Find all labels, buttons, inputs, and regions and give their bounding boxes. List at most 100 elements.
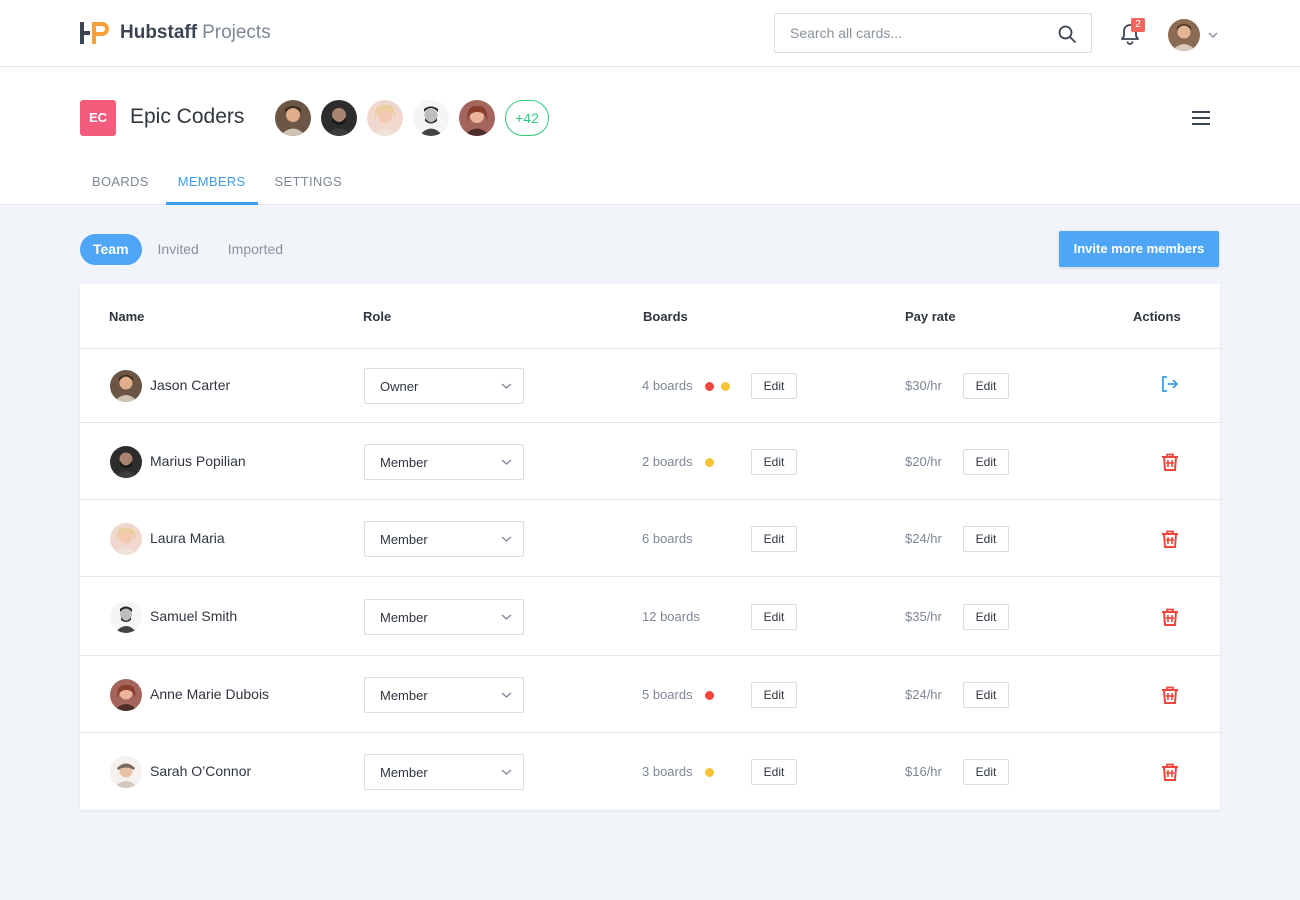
role-select[interactable]: Member	[364, 753, 524, 790]
pay-rate: $24/hr	[905, 530, 942, 546]
trash-icon[interactable]	[1160, 529, 1180, 549]
board-color-dot	[705, 767, 714, 777]
member-avatar	[110, 755, 142, 788]
role-select[interactable]: Member	[364, 520, 524, 557]
chevron-down-icon	[501, 383, 512, 389]
invite-members-button[interactable]: Invite more members	[1059, 231, 1219, 267]
member-avatar	[110, 445, 142, 478]
member-filter-tabs: Team Invited Imported	[80, 234, 299, 265]
member-name: Anne Marie Dubois	[150, 685, 270, 702]
member-avatar[interactable]	[321, 100, 357, 136]
member-avatar	[110, 522, 142, 555]
current-user-avatar	[1168, 19, 1200, 51]
filter-team[interactable]: Team	[80, 234, 142, 265]
search-input[interactable]	[775, 14, 1045, 52]
more-members-count[interactable]: +42	[505, 100, 549, 136]
role-value: Member	[380, 609, 428, 625]
boards-count: 12 boards	[642, 608, 700, 624]
edit-boards-button[interactable]: Edit	[751, 448, 797, 475]
boards-count: 2 boards	[642, 453, 693, 469]
member-name: Laura Maria	[150, 529, 225, 546]
trash-icon[interactable]	[1160, 685, 1180, 705]
chevron-down-icon	[501, 459, 512, 465]
notification-count-badge: 2	[1131, 18, 1145, 32]
boards-count: 4 boards	[642, 378, 693, 393]
member-avatar[interactable]	[413, 100, 449, 136]
role-select[interactable]: Member	[364, 443, 524, 480]
table-row: Anne Marie Dubois Member 5 boards Edit $…	[80, 656, 1220, 733]
filter-invited[interactable]: Invited	[157, 241, 199, 257]
trash-icon[interactable]	[1160, 607, 1180, 627]
member-name: Jason Carter	[150, 377, 231, 393]
member-avatar[interactable]	[367, 100, 403, 136]
app-logo[interactable]: Hubstaff Projects	[80, 20, 271, 46]
member-avatar[interactable]	[275, 100, 311, 136]
chevron-down-icon	[501, 692, 512, 698]
trash-icon[interactable]	[1160, 762, 1180, 782]
board-color-dot	[705, 382, 714, 391]
column-pay-rate: Pay rate	[905, 309, 956, 324]
role-select[interactable]: Owner	[364, 368, 524, 404]
member-name: Marius Popilian	[150, 452, 246, 469]
column-name: Name	[109, 309, 145, 324]
user-menu[interactable]	[1168, 18, 1224, 52]
role-value: Member	[380, 764, 428, 780]
pay-rate: $24/hr	[905, 686, 942, 702]
edit-pay-rate-button[interactable]: Edit	[963, 758, 1009, 785]
team-tabs: BOARDS MEMBERS SETTINGS	[80, 164, 359, 205]
team-member-avatars: +42	[275, 100, 549, 136]
board-color-dot	[705, 690, 714, 700]
board-color-dot	[721, 382, 730, 391]
edit-pay-rate-button[interactable]: Edit	[963, 525, 1009, 552]
chevron-down-icon	[501, 769, 512, 775]
edit-boards-button[interactable]: Edit	[751, 525, 797, 552]
edit-boards-button[interactable]: Edit	[751, 758, 797, 785]
column-boards: Boards	[643, 309, 688, 324]
member-avatar	[110, 600, 142, 633]
search-icon[interactable]	[1057, 24, 1077, 44]
brand-product: Projects	[202, 22, 271, 43]
tab-members[interactable]: MEMBERS	[165, 164, 258, 205]
edit-pay-rate-button[interactable]: Edit	[963, 373, 1009, 399]
edit-boards-button[interactable]: Edit	[751, 373, 797, 399]
edit-boards-button[interactable]: Edit	[751, 681, 797, 708]
team-header: EC Epic Coders +42 BOARDS MEMBERS SETTIN…	[0, 67, 1300, 205]
filter-imported[interactable]: Imported	[227, 241, 284, 257]
chevron-down-icon	[1208, 32, 1218, 38]
member-name: Samuel Smith	[150, 607, 238, 624]
member-avatar	[110, 370, 142, 402]
pay-rate: $16/hr	[905, 763, 942, 779]
member-avatar	[110, 678, 142, 711]
role-value: Member	[380, 531, 428, 547]
table-row: Marius Popilian Member 2 boards Edit $20…	[80, 423, 1220, 500]
table-header: Name Role Boards Pay rate Actions	[80, 284, 1220, 349]
edit-boards-button[interactable]: Edit	[751, 603, 797, 630]
edit-pay-rate-button[interactable]: Edit	[963, 681, 1009, 708]
boards-count: 3 boards	[642, 763, 693, 779]
boards-count: 6 boards	[642, 530, 693, 546]
member-name: Sarah O’Connor	[150, 762, 252, 779]
tab-boards[interactable]: BOARDS	[92, 174, 149, 189]
members-table: Name Role Boards Pay rate Actions Jason …	[80, 284, 1220, 810]
leave-icon[interactable]	[1160, 374, 1180, 394]
tab-settings[interactable]: SETTINGS	[274, 174, 342, 189]
menu-icon[interactable]	[1192, 111, 1210, 125]
pay-rate: $30/hr	[905, 378, 942, 393]
chevron-down-icon	[501, 536, 512, 542]
edit-pay-rate-button[interactable]: Edit	[963, 603, 1009, 630]
role-select[interactable]: Member	[364, 598, 524, 635]
trash-icon[interactable]	[1160, 452, 1180, 472]
table-row: Laura Maria Member 6 boards Edit $24/hr …	[80, 500, 1220, 577]
role-value: Member	[380, 454, 428, 470]
top-bar: Hubstaff Projects 2	[0, 0, 1300, 67]
role-value: Member	[380, 687, 428, 703]
edit-pay-rate-button[interactable]: Edit	[963, 448, 1009, 475]
role-select[interactable]: Member	[364, 676, 524, 713]
member-avatar[interactable]	[459, 100, 495, 136]
column-actions: Actions	[1133, 309, 1181, 324]
logo-mark-icon	[80, 22, 109, 44]
pay-rate: $20/hr	[905, 453, 942, 469]
chevron-down-icon	[501, 614, 512, 620]
table-row: Jason Carter Owner 4 boards Edit $30/hr …	[80, 349, 1220, 423]
table-row: Sarah O’Connor Member 3 boards Edit $16/…	[80, 733, 1220, 810]
